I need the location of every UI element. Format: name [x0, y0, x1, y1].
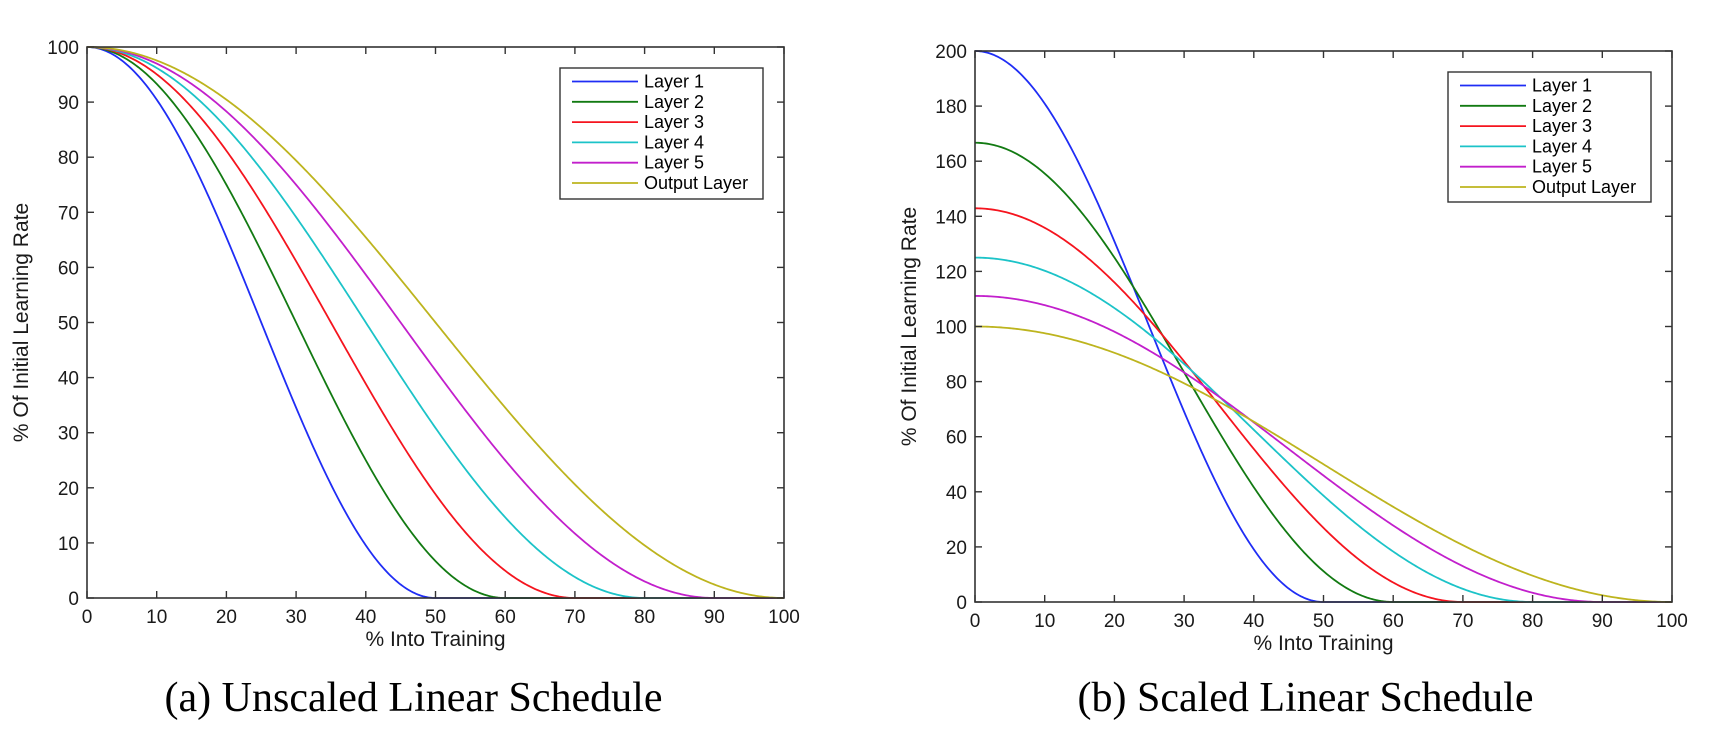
chart-unscaled: 0 10 20 30 40 50 60 70 80 90 100 0 10 20 30 40 50 60 70 80 9…: [10, 38, 800, 721]
legend-box: [559, 67, 764, 200]
y-tick-label: 20: [58, 479, 79, 500]
y-tick-label: 160: [935, 152, 967, 173]
ticks-layer: 0 10 20 30 40 50 60 70 80 90 100 0 10 20 30 40 50 60 70 80 9…: [47, 38, 800, 628]
x-tick-label: 0: [970, 611, 981, 632]
y-tick-label: 180: [935, 97, 967, 118]
y-axis-title: % Of Initial Learning Rate: [898, 207, 921, 446]
chart-caption: (a) Unscaled Linear Schedule: [165, 675, 663, 721]
y-axis-title: % Of Initial Learning Rate: [10, 203, 33, 442]
x-tick-label: 10: [146, 607, 167, 628]
y-tick-label: 60: [58, 258, 79, 279]
y-tick-label: 200: [935, 42, 967, 63]
legend-label: Layer 1: [644, 72, 704, 92]
series-line-output-layer: [86, 46, 785, 599]
y-tick-label: 40: [58, 369, 79, 390]
legend-label: Layer 1: [1532, 76, 1592, 96]
chart-scaled: 0 10 20 30 40 50 60 70 80 90 100 0 20 40 60 80 100 120 140…: [898, 42, 1688, 721]
legend-label: Layer 5: [644, 153, 704, 173]
x-axis-title: % Into Training: [365, 628, 505, 651]
x-tick-label: 100: [1656, 611, 1688, 632]
legend-label: Layer 3: [644, 112, 704, 132]
x-tick-label: 70: [1452, 611, 1473, 632]
series-line-layer-5: [86, 46, 784, 599]
x-tick-label: 50: [425, 607, 446, 628]
y-tick-label: 140: [935, 207, 967, 228]
legend-label: Layer 2: [1532, 96, 1592, 116]
y-tick-label: 0: [68, 589, 79, 610]
y-tick-label: 20: [946, 538, 967, 559]
x-tick-label: 20: [1104, 611, 1125, 632]
series-line-output-layer: [975, 325, 1672, 603]
y-tick-label: 60: [946, 428, 967, 449]
legend-label: Layer 4: [1532, 136, 1592, 156]
y-tick-label: 80: [58, 148, 79, 169]
y-tick-label: 40: [946, 483, 967, 504]
x-tick-label: 60: [495, 607, 516, 628]
x-tick-label: 90: [1592, 611, 1613, 632]
y-tick-label: 0: [956, 593, 967, 614]
legend-label: Layer 4: [644, 132, 704, 152]
series-line-layer-3: [974, 207, 1672, 603]
ticks-layer: 0 10 20 30 40 50 60 70 80 90 100 0 20 40 60 80 100 120 140…: [935, 42, 1688, 632]
x-tick-label: 100: [768, 607, 800, 628]
y-tick-label: 10: [58, 534, 79, 555]
x-tick-label: 40: [1243, 611, 1264, 632]
y-tick-label: 90: [58, 93, 79, 114]
x-tick-label: 10: [1034, 611, 1055, 632]
legend-box: [1447, 71, 1652, 203]
legend-label: Layer 2: [644, 92, 704, 112]
x-tick-label: 40: [355, 607, 376, 628]
x-tick-label: 70: [564, 607, 585, 628]
y-tick-label: 50: [58, 314, 79, 335]
y-tick-label: 80: [946, 373, 967, 394]
chart-caption: (b) Scaled Linear Schedule: [1078, 675, 1534, 721]
legend-label: Output Layer: [1532, 177, 1636, 197]
x-tick-label: 0: [82, 607, 93, 628]
y-tick-label: 120: [935, 262, 967, 283]
x-tick-label: 90: [704, 607, 725, 628]
x-tick-label: 80: [634, 607, 655, 628]
x-tick-label: 60: [1383, 611, 1404, 632]
series-line-layer-2: [974, 141, 1672, 603]
series-line-layer-4: [975, 256, 1672, 603]
series-line-layer-5: [974, 295, 1672, 603]
x-tick-label: 20: [216, 607, 237, 628]
y-tick-label: 100: [47, 38, 79, 59]
x-axis-title: % Into Training: [1253, 632, 1393, 655]
x-tick-label: 50: [1313, 611, 1334, 632]
y-tick-label: 30: [58, 424, 79, 445]
y-tick-label: 100: [935, 318, 967, 339]
y-tick-label: 70: [58, 203, 79, 224]
legend-label: Layer 3: [1532, 116, 1592, 136]
x-tick-label: 30: [286, 607, 307, 628]
x-tick-label: 30: [1174, 611, 1195, 632]
legend-label: Output Layer: [644, 173, 748, 193]
legend-label: Layer 5: [1532, 157, 1592, 177]
x-tick-label: 80: [1522, 611, 1543, 632]
